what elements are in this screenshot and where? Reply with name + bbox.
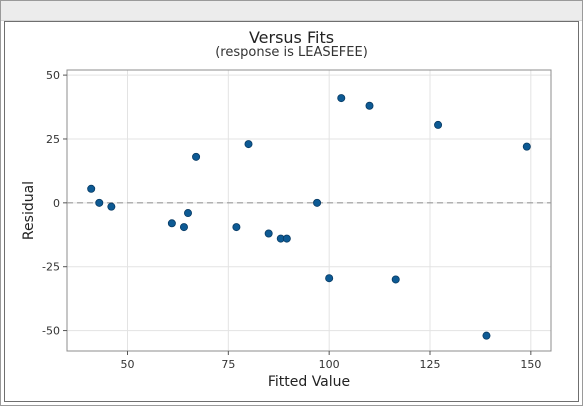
x-axis-label: Fitted Value [268,374,350,390]
data-point [337,94,346,103]
data-point [167,219,176,228]
data-point [522,142,531,151]
x-axis-ticks: 50 75 100 125 150 [121,351,541,371]
data-point [282,234,291,243]
data-points [87,94,531,340]
data-point [95,198,104,207]
data-point [434,120,443,129]
y-tick-label: -25 [42,261,60,274]
data-point [179,223,188,232]
x-tick-label: 150 [520,358,541,371]
plot-area-border [66,69,552,352]
y-tick-label: 50 [46,69,60,82]
chart-subtitle: (response is LEASEFEE) [215,45,368,60]
y-axis-ticks: 50 25 0 -25 -50 [42,69,67,338]
y-axis-label: Residual [21,181,37,240]
graph-frame [4,21,579,402]
y-tick-label: -50 [42,325,60,338]
x-tick-label: 50 [121,358,135,371]
data-point [325,274,334,283]
data-point [244,140,253,149]
data-point [87,184,96,193]
data-point [192,152,201,161]
data-point [107,202,116,211]
y-tick-label: 0 [53,197,60,210]
x-tick-label: 100 [319,358,340,371]
x-tick-label: 125 [420,358,441,371]
data-point [313,198,322,207]
grid-layer [67,70,551,351]
data-point [482,331,491,340]
data-point [183,209,192,218]
chart-title: Versus Fits [248,28,335,47]
data-point [391,275,400,284]
data-point [264,229,273,238]
data-point [232,223,241,232]
data-point [365,101,374,110]
x-tick-label: 75 [221,358,235,371]
window-top-bar [1,1,582,21]
y-tick-label: 25 [46,133,60,146]
